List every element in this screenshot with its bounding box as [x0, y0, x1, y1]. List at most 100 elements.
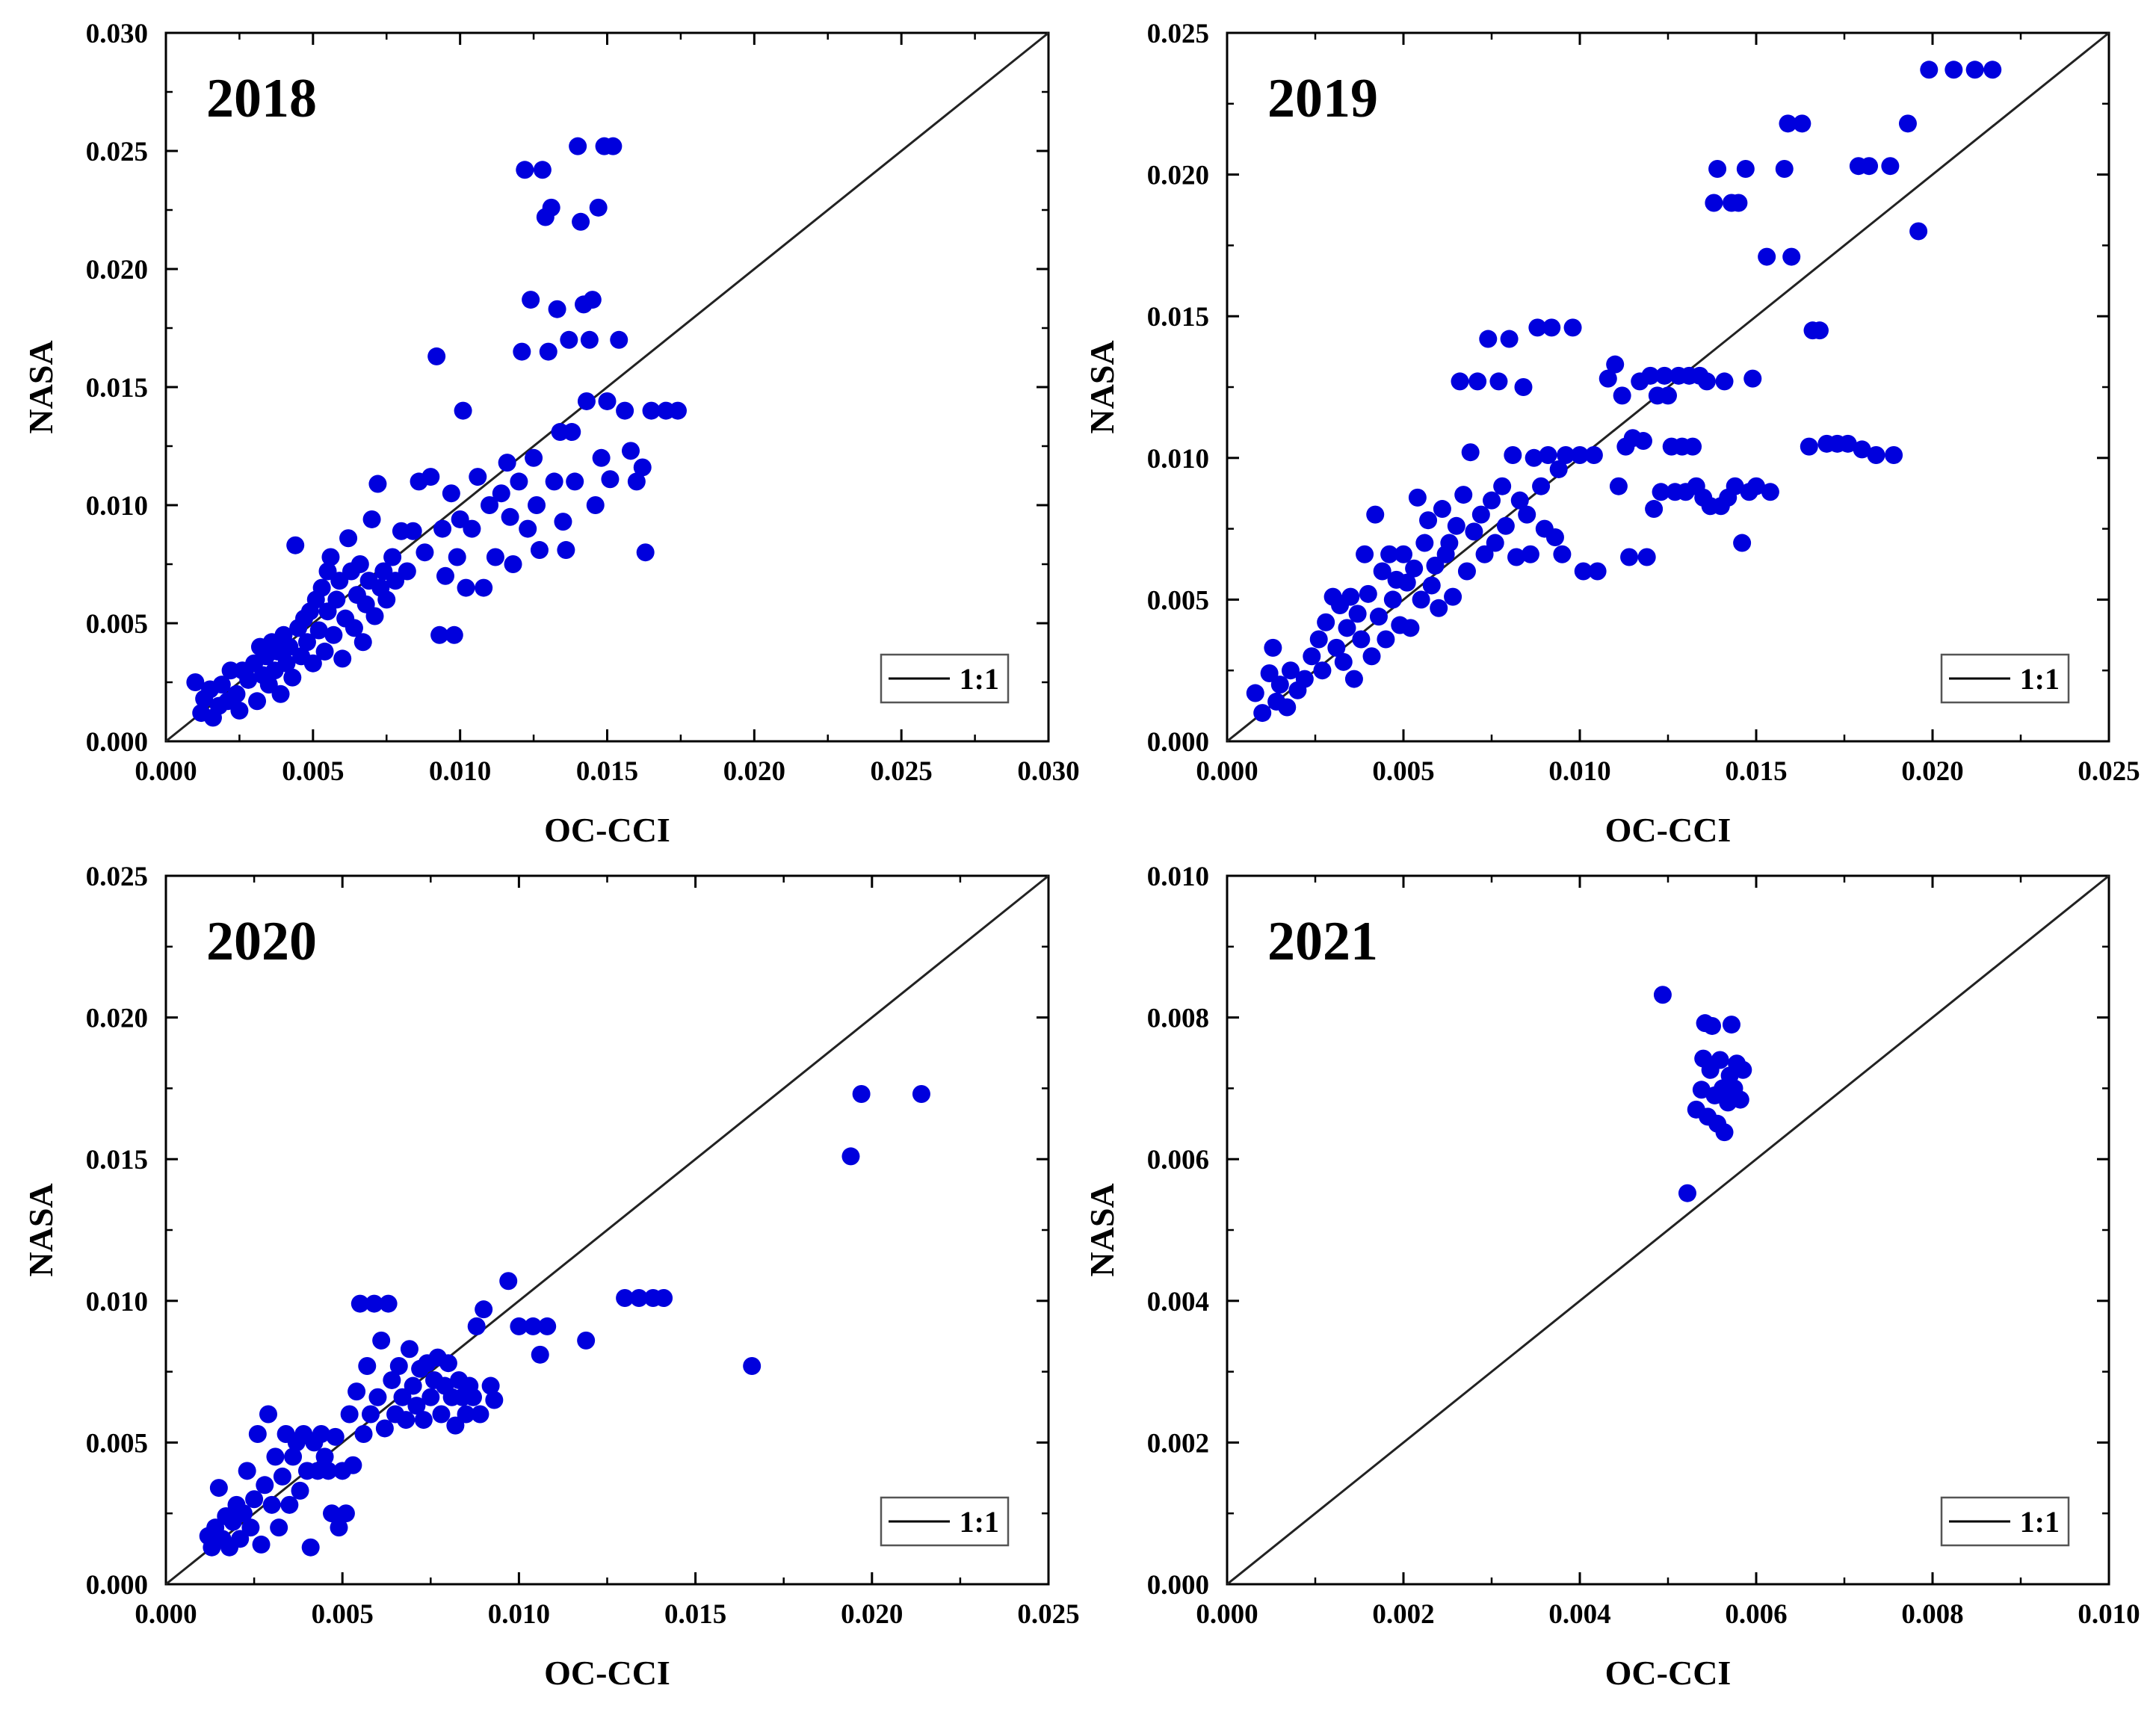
x-tick-label: 0.020 [841, 1599, 903, 1630]
x-tick-label: 0.010 [2078, 1599, 2140, 1630]
data-point [1451, 372, 1469, 391]
data-point [361, 1405, 380, 1424]
data-point [471, 1405, 489, 1424]
data-point [1383, 590, 1402, 609]
data-point [1514, 378, 1533, 396]
y-tick-label: 0.015 [86, 373, 148, 404]
data-point [1422, 576, 1441, 595]
data-point [498, 454, 516, 472]
data-point [1838, 434, 1857, 453]
one-to-one-line [165, 874, 1049, 1586]
x-tick-label: 0.000 [1196, 1599, 1258, 1630]
data-point [1571, 446, 1589, 465]
data-point [1532, 477, 1551, 495]
y-tick-label: 0.025 [1147, 19, 1209, 49]
y-axis-label: NASA [22, 340, 60, 433]
data-point [271, 685, 290, 703]
data-point [1542, 318, 1561, 337]
data-point [309, 621, 328, 640]
data-point [1468, 372, 1487, 391]
data-point [1553, 545, 1572, 563]
data-point [1945, 61, 1963, 79]
y-tick-label: 0.000 [1147, 1570, 1209, 1601]
data-point [1260, 664, 1279, 682]
data-point [1983, 61, 2002, 79]
y-tick-label: 0.025 [86, 862, 148, 892]
data-point [1549, 460, 1568, 478]
data-point [1401, 619, 1420, 637]
data-point [554, 513, 572, 531]
data-point [1645, 500, 1664, 519]
data-point [1599, 369, 1617, 388]
data-point [1708, 160, 1727, 179]
data-point [312, 1425, 330, 1444]
x-tick-label: 0.015 [1725, 756, 1787, 787]
data-point [1637, 548, 1656, 566]
data-point [273, 1467, 291, 1486]
data-point [358, 1357, 377, 1376]
data-point [586, 496, 605, 514]
data-point [519, 519, 537, 538]
x-tick-label: 0.025 [2078, 756, 2140, 787]
y-tick-label: 0.000 [1147, 727, 1209, 758]
data-point [324, 625, 343, 644]
data-point [592, 448, 611, 467]
data-point [516, 161, 534, 179]
data-point [1295, 670, 1314, 688]
data-point [427, 347, 446, 365]
data-point [463, 1388, 482, 1406]
data-point [1471, 505, 1490, 524]
x-tick-label: 0.006 [1725, 1599, 1787, 1630]
data-point [531, 1345, 549, 1364]
data-point [548, 300, 566, 318]
legend-label: 1:1 [960, 1505, 999, 1539]
data-point [1394, 545, 1412, 563]
data-point [1426, 556, 1445, 575]
data-point [610, 330, 628, 349]
data-point [1380, 545, 1399, 563]
data-point [1758, 247, 1776, 266]
x-tick-label: 0.010 [488, 1599, 550, 1630]
data-point [340, 1405, 359, 1424]
data-point [227, 685, 246, 703]
data-point [457, 578, 475, 597]
data-point [1362, 647, 1381, 666]
data-point [1352, 630, 1371, 649]
data-point [1584, 446, 1603, 465]
data-point [1715, 1123, 1734, 1142]
data-point [1408, 488, 1427, 507]
data-point [1557, 446, 1575, 465]
data-point [1528, 318, 1547, 337]
data-point [262, 1495, 281, 1514]
data-point [336, 1504, 355, 1523]
data-point [1433, 500, 1451, 519]
data-point [1334, 652, 1353, 671]
data-point [416, 543, 434, 562]
y-tick-label: 0.010 [86, 1287, 148, 1317]
data-point [315, 1447, 334, 1466]
data-point [633, 458, 652, 477]
data-point [1761, 483, 1779, 501]
data-point [1678, 1184, 1696, 1202]
y-tick-label: 0.025 [86, 137, 148, 167]
data-point [1909, 222, 1928, 241]
data-point [1705, 194, 1723, 212]
data-point [239, 670, 258, 689]
data-point [1475, 545, 1494, 563]
data-point [1885, 446, 1903, 465]
data-point [1489, 372, 1508, 391]
data-point [400, 1340, 418, 1359]
data-point [323, 1504, 342, 1523]
data-point [1810, 321, 1829, 340]
x-tick-label: 0.004 [1548, 1599, 1610, 1630]
data-point [301, 1538, 320, 1557]
data-point [492, 484, 510, 503]
panel-year-label: 2020 [206, 911, 317, 972]
data-point [212, 676, 231, 694]
data-point [668, 401, 687, 420]
x-tick-label: 0.015 [664, 1599, 726, 1630]
data-point [1359, 584, 1377, 603]
data-point [485, 1391, 504, 1409]
data-point [442, 484, 460, 503]
data-point [362, 510, 381, 528]
